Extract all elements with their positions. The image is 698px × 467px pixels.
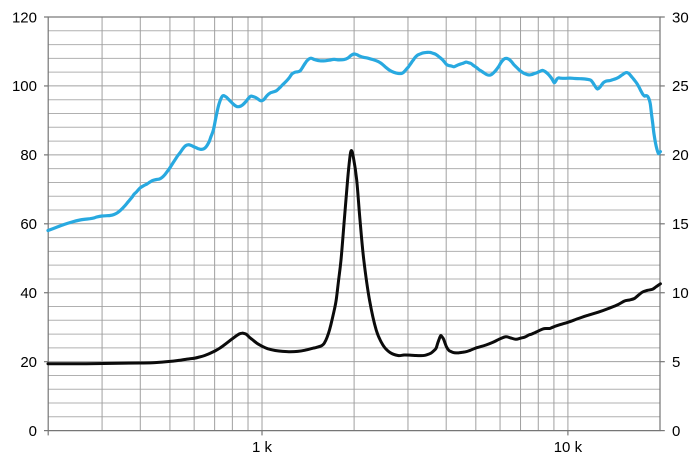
svg-text:15: 15 [672, 216, 689, 233]
svg-text:0: 0 [672, 423, 680, 440]
svg-text:100: 100 [12, 78, 37, 95]
svg-text:5: 5 [672, 354, 680, 371]
svg-text:10 k: 10 k [554, 439, 583, 456]
svg-text:30: 30 [672, 9, 689, 26]
svg-text:0: 0 [29, 423, 37, 440]
svg-text:20: 20 [672, 147, 689, 164]
svg-text:20: 20 [20, 354, 37, 371]
svg-text:120: 120 [12, 9, 37, 26]
svg-text:80: 80 [20, 147, 37, 164]
svg-text:25: 25 [672, 78, 689, 95]
svg-text:60: 60 [20, 216, 37, 233]
svg-text:40: 40 [20, 285, 37, 302]
svg-text:10: 10 [672, 285, 689, 302]
svg-text:1 k: 1 k [252, 439, 273, 456]
